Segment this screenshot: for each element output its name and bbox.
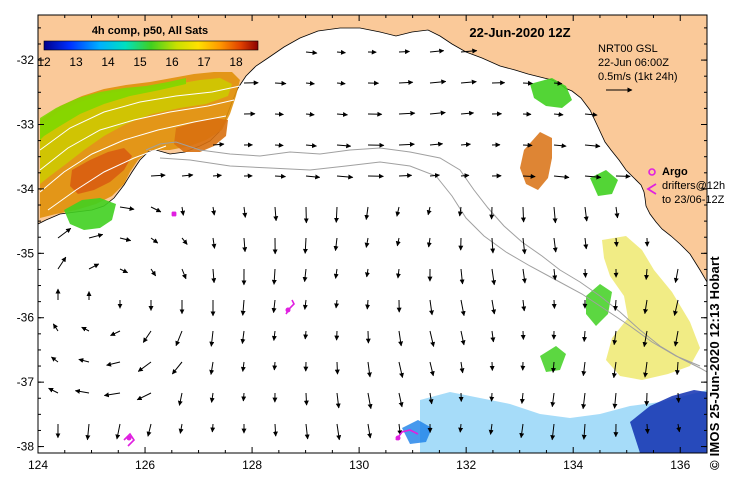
lon-tick-label: 134 <box>563 458 583 472</box>
colorbar-tick-label: 14 <box>101 55 115 69</box>
colorbar-tick-label: 17 <box>197 55 211 69</box>
current-arrow <box>213 175 221 176</box>
current-arrow <box>306 393 307 405</box>
lat-tick-label: -32 <box>17 53 35 67</box>
colorbar-tick-label: 18 <box>229 55 243 69</box>
current-arrow <box>337 362 338 374</box>
imos-credit-label: © IMOS 25-Jun-2020 12:13 Hobart <box>707 30 722 470</box>
argo-track <box>172 212 177 217</box>
current-model-label: NRT00 GSL <box>598 43 658 55</box>
current-arrow <box>523 176 535 177</box>
current-arrow <box>647 424 648 433</box>
current-arrow <box>399 175 412 176</box>
current-arrow <box>399 51 410 52</box>
colorbar-tick-label: 13 <box>69 55 83 69</box>
current-arrow <box>523 207 524 222</box>
current-arrow <box>274 362 275 370</box>
lon-tick-label: 124 <box>28 458 48 472</box>
current-arrow <box>275 83 286 84</box>
current-arrow <box>275 176 286 177</box>
current-arrow <box>585 269 586 277</box>
current-arrow <box>678 393 679 402</box>
argo-legend-title: Argo <box>662 166 688 178</box>
lat-tick-label: -37 <box>17 375 35 389</box>
current-scale-label: 0.5m/s (1kt 24h) <box>598 71 677 83</box>
colorbar-tick-label: 16 <box>165 55 179 69</box>
lat-tick-label: -34 <box>17 182 35 196</box>
lon-tick-label: 136 <box>670 458 690 472</box>
lat-tick-label: -38 <box>17 440 35 454</box>
current-arrow <box>337 83 345 84</box>
current-arrow <box>337 52 345 53</box>
colorbar-tick-label: 12 <box>37 55 51 69</box>
current-time-label: 22-Jun 06:00Z <box>598 57 669 69</box>
lat-tick-label: -35 <box>17 246 35 260</box>
current-arrow <box>212 424 213 432</box>
current-arrow <box>461 175 469 176</box>
current-arrow <box>367 300 368 309</box>
colorbar-tick-label: 15 <box>133 55 147 69</box>
lat-tick-label: -33 <box>17 118 35 132</box>
map-date-title: 22-Jun-2020 12Z <box>469 25 570 40</box>
colorbar-title: 4h comp, p50, All Sats <box>92 25 208 37</box>
current-arrow <box>243 393 244 401</box>
lon-tick-label: 130 <box>349 458 369 472</box>
lon-tick-label: 128 <box>242 458 262 472</box>
colorbar-gradient <box>44 41 258 50</box>
lat-tick-label: -36 <box>17 311 35 325</box>
lon-tick-label: 132 <box>456 458 476 472</box>
lon-tick-label: 126 <box>135 458 155 472</box>
